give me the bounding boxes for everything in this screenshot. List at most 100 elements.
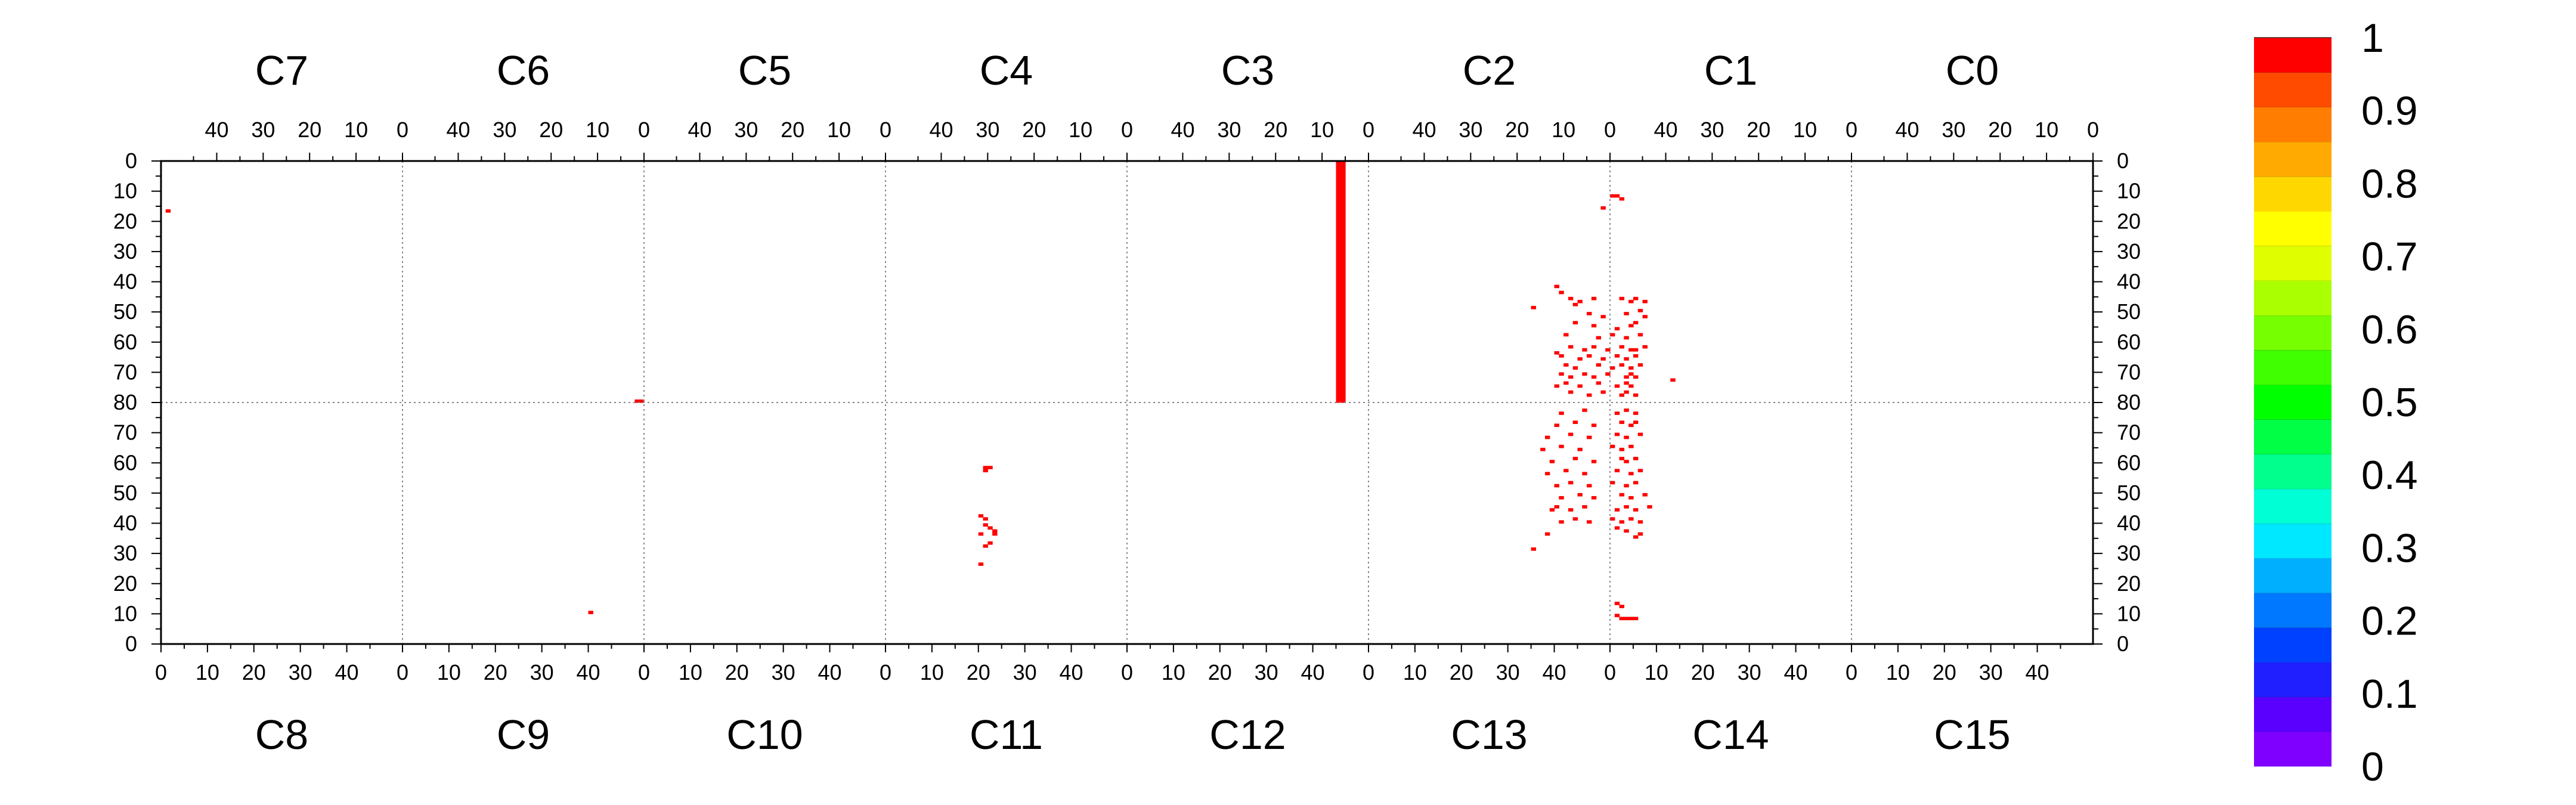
hit-pixel [1624,381,1629,385]
hit-pixel [1633,375,1639,379]
bottom-x-tick-label: 10 [1645,660,1668,685]
top-x-tick-label: 20 [298,117,321,142]
hit-pixel [1591,375,1597,379]
right-y-tick-label: 50 [2117,481,2141,505]
hit-pixel [992,532,998,536]
hit-pixel [1554,284,1559,289]
bottom-x-tick-label: 20 [1691,660,1715,685]
bottom-chip-label: C12 [1209,711,1286,758]
bottom-x-tick-label: 40 [1301,660,1325,685]
hit-pixel [1568,481,1574,485]
bottom-x-tick-label: 10 [437,660,461,685]
hit-pixel [1563,381,1569,385]
right-y-tick-label: 60 [2117,330,2141,354]
top-chip-label: C1 [1704,47,1757,94]
hit-pixel [1619,447,1624,451]
bottom-x-tick-label: 0 [880,660,891,685]
hit-pixel [987,466,993,469]
top-x-tick-label: 0 [1363,117,1374,142]
axis-ticks-and-labels: 40 30 20 10 0 0 10 20 30 40 40 30 20 10 0 0 10 20 30 40 40 30… [113,117,2141,685]
bottom-x-tick-label: 20 [484,660,507,685]
top-x-tick-label: 30 [251,117,275,142]
hit-pixel [1619,617,1624,621]
colorbar-segment [2254,141,2332,177]
hit-pixel [1577,493,1583,497]
hit-pixel [1614,469,1620,473]
hit-pixel [1628,299,1634,304]
hit-pixel [1628,617,1634,621]
bottom-x-tick-label: 30 [1979,660,2003,685]
hit-pixel [1596,336,1602,340]
hit-pixel [978,532,984,536]
bottom-x-tick-label: 10 [1886,660,1910,685]
bottom-x-tick-label: 40 [1543,660,1566,685]
bottom-x-tick-label: 0 [155,660,167,685]
hit-pixel [1605,372,1611,376]
top-x-tick-label: 20 [539,117,563,142]
hit-pixel [1633,411,1639,415]
top-x-tick-label: 10 [344,117,368,142]
colorbar-segment [2254,627,2332,662]
hit-pixel [1587,484,1592,488]
colorbar-tick-label: 0.1 [2361,671,2418,717]
left-y-tick-label: 80 [113,390,137,414]
colorbar-segment [2254,662,2332,698]
colorbar-segment [2254,246,2332,281]
colorbar-segment [2254,210,2332,246]
hit-pixel [1582,472,1587,476]
top-x-tick-label: 30 [493,117,516,142]
hit-pixel [1568,432,1574,436]
bottom-x-tick-label: 30 [1255,660,1278,685]
hit-pixel [1568,508,1574,512]
hit-pixel [1582,408,1587,412]
hit-pixel [978,514,984,518]
hit-pixel [1633,617,1639,621]
bottom-x-tick-label: 40 [335,660,359,685]
hit-pixel [1619,493,1624,497]
hit-pixel [1563,333,1569,337]
hit-pixel [1633,321,1639,324]
chip-labels: C7 C6 C5 C4 C3 C2 C1 C0 C8 C9 C10 C11 C12 C13 C14 C15 [255,47,2011,758]
bottom-x-tick-label: 30 [772,660,795,685]
colorbar-tick-label: 0.2 [2361,599,2418,644]
hit-pixel [1642,493,1648,497]
hit-pixel [1549,508,1555,512]
bottom-x-tick-label: 40 [577,660,600,685]
hit-pixel [1554,484,1559,488]
top-x-tick-label: 10 [1793,117,1817,142]
top-chip-label: C3 [1221,47,1274,94]
hit-pixel [1582,505,1587,509]
hit-pixel [1572,302,1578,306]
bottom-x-tick-label: 0 [1604,660,1616,685]
bottom-chip-label: C10 [726,711,803,758]
hit-pixel [1628,472,1634,476]
colorbar-segment [2254,349,2332,385]
hit-pixel [1559,372,1564,376]
hit-pixel [992,529,998,533]
top-x-tick-label: 0 [2087,117,2099,142]
bottom-x-tick-label: 0 [1846,660,1857,685]
hit-pixel [1559,444,1564,448]
bottom-x-tick-label: 30 [1738,660,1761,685]
left-y-tick-label: 10 [113,601,137,626]
hit-pixel [1619,197,1624,201]
right-y-tick-label: 70 [2117,420,2141,445]
hit-pixel [1619,457,1624,460]
right-y-tick-label: 40 [2117,270,2141,294]
hit-pixel [1587,312,1592,315]
top-x-tick-label: 40 [1412,117,1436,142]
top-chip-label: C0 [1946,47,1999,94]
hit-pixel [983,517,988,521]
hit-pixel [1628,366,1634,370]
hit-pixel [1587,354,1592,358]
top-x-tick-label: 40 [205,117,228,142]
hit-pixel [1619,520,1624,524]
hit-pixel [1559,411,1564,415]
hit-pixel [1600,357,1606,361]
hit-pixel [1577,447,1583,451]
hit-pixel [1582,372,1587,376]
hit-pixel [1596,381,1602,385]
bottom-x-tick-label: 20 [242,660,266,685]
hit-pixel [1614,194,1620,198]
hit-pixel [1642,315,1648,318]
